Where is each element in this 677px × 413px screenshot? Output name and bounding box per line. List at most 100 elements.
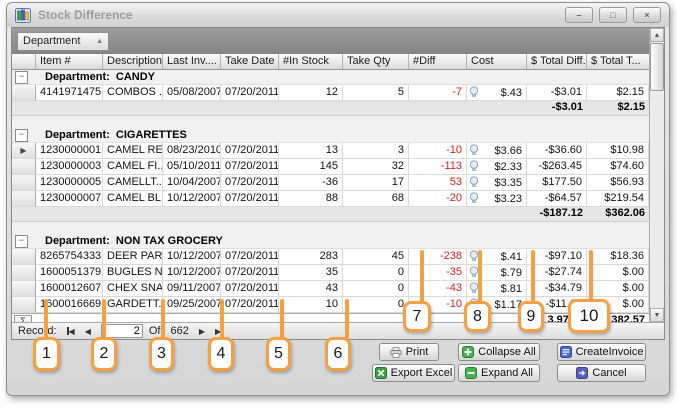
row-indicator[interactable] <box>12 265 36 281</box>
bulb-icon[interactable] <box>469 160 479 173</box>
create-invoice-label: CreateInvoice <box>576 346 644 358</box>
scroll-up-icon: ▲ <box>654 32 661 39</box>
callout-2: 2 <box>91 337 117 371</box>
cell-total-diff: -$3.01 <box>527 85 587 101</box>
callout-line-10 <box>589 250 593 301</box>
collapse-group-icon[interactable]: − <box>15 235 28 248</box>
title-bar[interactable]: Stock Difference – □ × <box>7 3 669 27</box>
cell-take-qty: 32 <box>343 159 409 175</box>
row-indicator-header[interactable] <box>12 54 36 70</box>
cell-take-date: 07/20/2011 <box>221 281 279 297</box>
expand-all-button[interactable]: Expand All <box>458 364 540 382</box>
cell-diff: -238 <box>409 249 467 265</box>
column-header-total[interactable]: $ Total T... <box>587 54 649 70</box>
cell-in-stock: 12 <box>279 85 343 101</box>
cancel-icon <box>576 367 588 379</box>
previous-record-button[interactable]: ◀ <box>85 327 91 336</box>
group-by-panel[interactable]: Department ▲ <box>12 28 649 54</box>
minimize-button[interactable]: – <box>565 7 593 23</box>
callout-line-3 <box>161 299 165 339</box>
cell-take-qty: 0 <box>343 297 409 313</box>
export-excel-button[interactable]: Export Excel <box>372 364 455 382</box>
column-header-take-date[interactable]: Take Date <box>221 54 279 70</box>
print-button[interactable]: Print <box>379 343 439 361</box>
collapse-group-icon[interactable]: − <box>15 129 28 142</box>
screenshot-stage: Stock Difference – □ × Department ▲ Item… <box>0 0 677 413</box>
table-row[interactable]: 1230000005 CAMELLT... 10/04/2007 07/20/2… <box>12 175 649 191</box>
table-row[interactable]: 8265754333 DEER PAR... 10/12/2007 07/20/… <box>12 249 649 265</box>
cell-description: DEER PAR... <box>103 249 163 265</box>
column-header-total-diff[interactable]: $ Total Diff. <box>527 54 587 70</box>
next-record-button[interactable]: ▶ <box>199 327 205 336</box>
table-row[interactable]: 1600051379 BUGLES N... 10/12/2007 07/20/… <box>12 265 649 281</box>
of-label: Of <box>149 325 161 337</box>
column-header-take-qty[interactable]: Take Qty <box>343 54 409 70</box>
cell-item: 1230000003 <box>36 159 103 175</box>
column-header-diff[interactable]: #Diff <box>409 54 467 70</box>
collapse-group-icon[interactable]: − <box>15 71 28 84</box>
collapse-all-icon <box>462 346 474 358</box>
column-header-item[interactable]: Item # <box>36 54 103 70</box>
column-header-in-stock[interactable]: #In Stock <box>279 54 343 70</box>
callout-5: 5 <box>266 337 291 371</box>
row-indicator[interactable] <box>12 249 36 265</box>
column-header-description[interactable]: Description <box>103 54 163 70</box>
cell-total: $.00 <box>587 281 649 297</box>
row-indicator[interactable] <box>12 159 36 175</box>
collapse-all-button[interactable]: Collapse All <box>458 343 540 361</box>
grid-body: Item # Description Last Inv.... Take Dat… <box>12 54 649 328</box>
cell-in-stock: 88 <box>279 191 343 207</box>
cell-take-date: 07/20/2011 <box>221 175 279 191</box>
group-row-non-tax-grocery[interactable]: − Department: NON TAX GROCERY <box>12 234 649 249</box>
callout-4-label: 4 <box>217 345 226 363</box>
group-by-department-button[interactable]: Department ▲ <box>17 32 109 51</box>
group-row-cigarettes[interactable]: − Department: CIGARETTES <box>12 128 649 143</box>
current-row-marker[interactable]: ▶ <box>12 143 36 159</box>
table-row[interactable]: 1600016669 GARDETT... 09/25/2007 07/20/2… <box>12 297 649 313</box>
scroll-down-icon: ▼ <box>654 312 661 319</box>
first-record-button[interactable]: ◀ <box>67 327 75 336</box>
printer-icon <box>390 347 402 358</box>
table-row[interactable]: 1600012607 CHEX SNA... 09/11/2007 07/20/… <box>12 281 649 297</box>
row-indicator[interactable] <box>12 191 36 207</box>
table-row[interactable]: 1230000007 CAMEL BL... 10/12/2007 07/20/… <box>12 191 649 207</box>
bulb-icon[interactable] <box>469 144 479 157</box>
cell-diff: -10 <box>409 143 467 159</box>
cost-value: $.79 <box>501 266 522 280</box>
record-number-input[interactable] <box>101 324 143 338</box>
maximize-button[interactable]: □ <box>599 7 627 23</box>
bulb-icon[interactable] <box>469 86 479 99</box>
group-row-candy[interactable]: − Department: CANDY <box>12 70 649 85</box>
cell-take-qty: 45 <box>343 249 409 265</box>
callout-3: 3 <box>149 337 174 371</box>
scroll-up-button[interactable]: ▲ <box>650 28 664 42</box>
row-indicator[interactable] <box>12 281 36 297</box>
row-indicator[interactable] <box>12 297 36 313</box>
scroll-down-button[interactable]: ▼ <box>650 308 664 322</box>
cell-diff: -43 <box>409 281 467 297</box>
callout-3-label: 3 <box>157 345 166 363</box>
column-header-last-inv[interactable]: Last Inv.... <box>163 54 221 70</box>
group-field-label: Department <box>23 35 80 47</box>
scrollbar-thumb[interactable] <box>650 43 664 91</box>
cost-value: $3.23 <box>494 192 522 206</box>
table-row[interactable]: 4141971475 COMBOS ... 05/08/2007 07/20/2… <box>12 85 649 101</box>
cell-diff: -113 <box>409 159 467 175</box>
vertical-scrollbar[interactable]: ▲ ▼ <box>649 28 664 322</box>
create-invoice-button[interactable]: CreateInvoice <box>557 343 646 361</box>
bulb-icon[interactable] <box>469 176 479 189</box>
row-indicator[interactable] <box>12 175 36 191</box>
callout-10-label: 10 <box>580 306 599 326</box>
column-header-cost[interactable]: Cost <box>467 54 527 70</box>
table-row[interactable]: 1230000003 CAMEL FI... 05/10/2011 07/20/… <box>12 159 649 175</box>
close-button[interactable]: × <box>633 7 661 23</box>
callout-7-label: 7 <box>413 308 422 326</box>
cell-last-inv: 10/12/2007 <box>163 191 221 207</box>
row-indicator[interactable] <box>12 85 36 101</box>
callout-7: 7 <box>403 301 431 332</box>
cell-cost: $.81 <box>467 281 527 297</box>
cell-in-stock: -36 <box>279 175 343 191</box>
cancel-button[interactable]: Cancel <box>557 364 646 382</box>
bulb-icon[interactable] <box>469 192 479 205</box>
table-row-current[interactable]: ▶ 1230000001 CAMEL RE... 08/23/2010 07/2… <box>12 143 649 159</box>
